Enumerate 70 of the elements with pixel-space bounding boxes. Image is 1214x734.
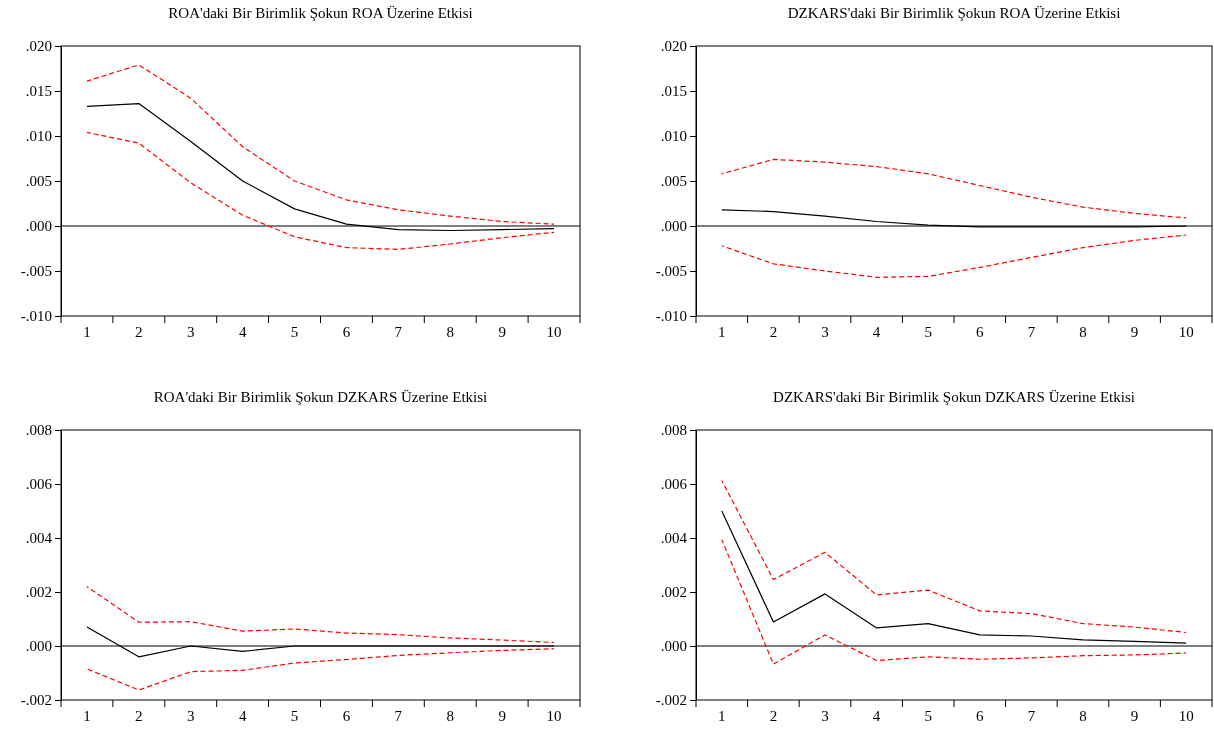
y-tick-label: .015: [660, 83, 687, 100]
x-tick-label: 4: [872, 324, 881, 340]
x-tick-label: 10: [546, 708, 562, 724]
x-tick-label: 9: [1130, 324, 1139, 340]
y-tick-label: .000: [25, 638, 52, 655]
x-tick-label: 7: [394, 708, 403, 724]
chart-title: DZKARS'daki Bir Birimlik Şokun ROA Üzerine Etkisi: [787, 5, 1121, 21]
y-tick-label: -.005: [20, 263, 52, 280]
x-tick-label: 9: [1130, 708, 1139, 724]
x-tick-label: 9: [498, 708, 506, 724]
x-tick-label: 8: [446, 324, 454, 340]
x-tick-label: 6: [342, 324, 351, 340]
x-tick-label: 1: [718, 708, 726, 724]
x-tick-label: 7: [1027, 708, 1036, 724]
x-tick-label: 1: [83, 324, 91, 340]
chart-title: DZKARS'daki Bir Birimlik Şokun DZKARS Üzerine Etkisi: [773, 389, 1135, 405]
y-tick-label: .006: [25, 476, 53, 493]
x-tick-label: 1: [718, 324, 726, 340]
y-tick-label: -.002: [655, 692, 687, 709]
y-tick-label: .000: [660, 218, 687, 235]
y-tick-label: .005: [660, 173, 687, 190]
x-tick-label: 10: [546, 324, 562, 340]
x-tick-label: 8: [446, 708, 454, 724]
x-tick-label: 9: [498, 324, 506, 340]
y-tick-label: .002: [25, 584, 52, 601]
y-tick-label: .000: [25, 218, 52, 235]
y-tick-label: .008: [25, 422, 52, 439]
y-tick-label: .008: [660, 422, 687, 439]
x-tick-label: 8: [1079, 324, 1087, 340]
x-tick-label: 10: [1178, 708, 1194, 724]
x-tick-label: 3: [821, 708, 829, 724]
x-tick-label: 3: [187, 708, 195, 724]
y-tick-label: .006: [660, 476, 688, 493]
x-tick-label: 1: [83, 708, 91, 724]
x-tick-label: 2: [769, 708, 778, 724]
x-tick-label: 4: [872, 708, 881, 724]
x-tick-label: 5: [924, 708, 932, 724]
x-tick-label: 5: [290, 708, 299, 724]
x-tick-label: 2: [135, 324, 143, 340]
x-tick-label: 7: [1027, 324, 1036, 340]
y-tick-label: .020: [660, 38, 687, 55]
x-tick-label: 7: [394, 324, 403, 340]
y-tick-label: -.002: [20, 692, 52, 709]
x-tick-label: 4: [238, 324, 247, 340]
y-tick-label: .020: [25, 38, 52, 55]
x-tick-label: 2: [135, 708, 143, 724]
y-tick-label: .010: [25, 128, 52, 145]
y-tick-label: .004: [660, 530, 688, 547]
x-tick-label: 2: [769, 324, 778, 340]
x-tick-label: 5: [290, 324, 299, 340]
x-tick-label: 3: [187, 324, 195, 340]
y-tick-label: .010: [660, 128, 687, 145]
y-tick-label: .002: [660, 584, 687, 601]
y-tick-label: -.010: [20, 308, 52, 325]
x-tick-label: 8: [1079, 708, 1087, 724]
y-tick-label: .015: [25, 83, 52, 100]
chart-title: ROA'daki Bir Birimlik Şokun DZKARS Üzerine Etkisi: [153, 389, 488, 405]
y-tick-label: .004: [25, 530, 53, 547]
x-tick-label: 3: [821, 324, 829, 340]
x-tick-label: 6: [976, 324, 985, 340]
chart-title: ROA'daki Bir Birimlik Şokun ROA Üzerine Etkisi: [168, 5, 473, 21]
x-tick-label: 6: [976, 708, 985, 724]
x-tick-label: 4: [238, 708, 247, 724]
y-tick-label: .005: [25, 173, 52, 190]
y-tick-label: -.010: [655, 308, 687, 325]
y-tick-label: .000: [660, 638, 687, 655]
y-tick-label: -.005: [655, 263, 687, 280]
x-tick-label: 5: [924, 324, 932, 340]
x-tick-label: 6: [342, 708, 351, 724]
x-tick-label: 10: [1178, 324, 1194, 340]
